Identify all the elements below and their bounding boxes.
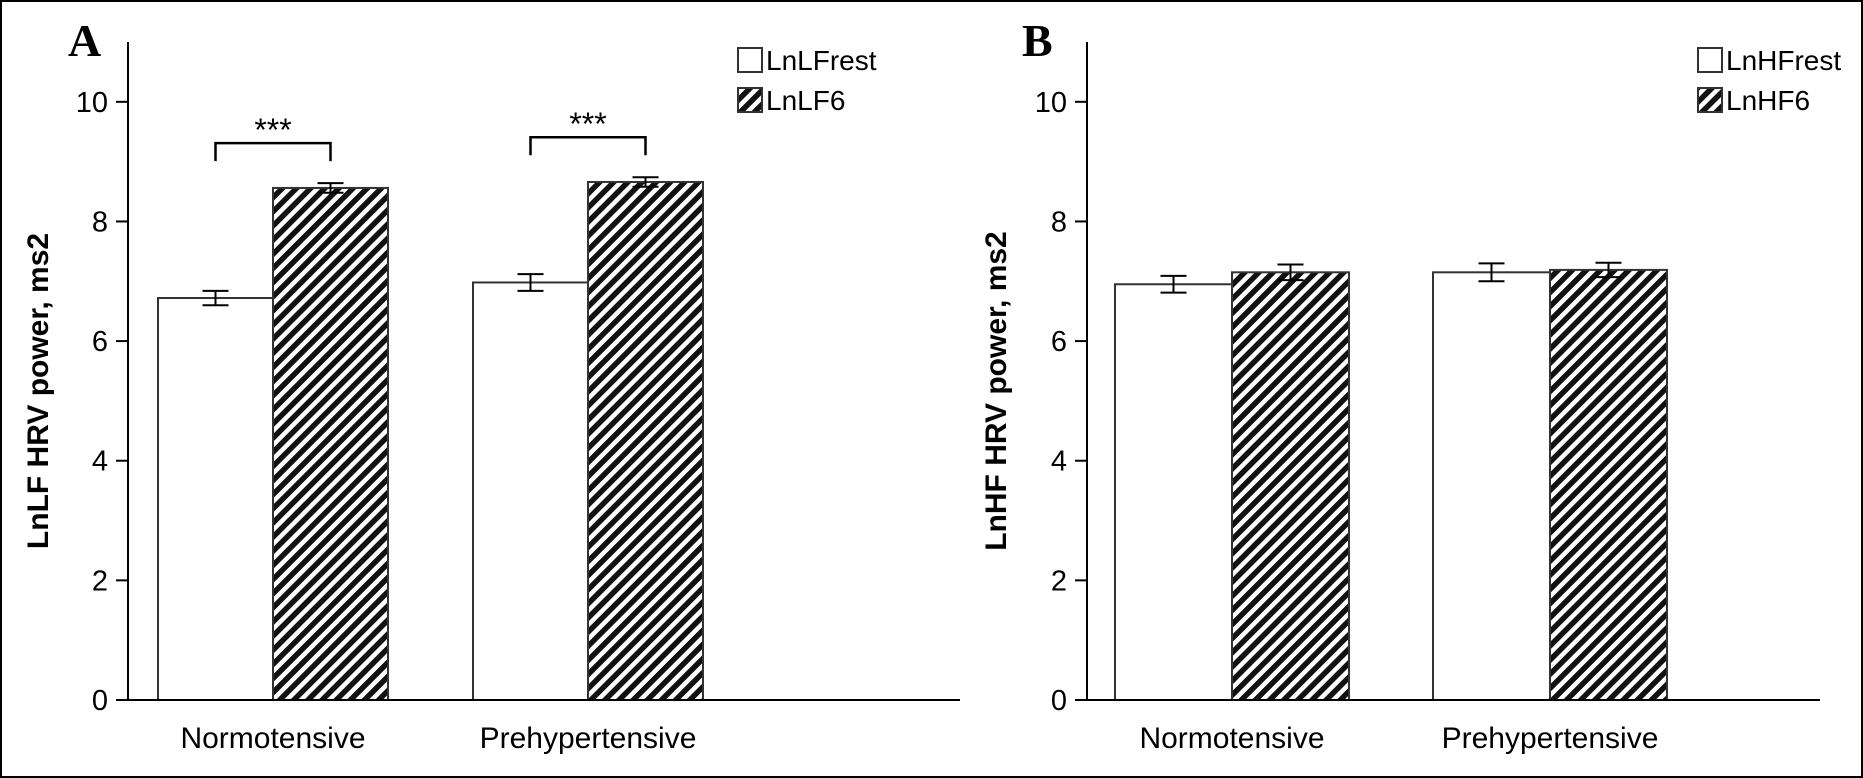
legend-label: LnHF6	[1726, 85, 1810, 116]
y-tick-label: 4	[1051, 446, 1067, 478]
y-tick-label: 4	[92, 446, 108, 478]
legend-swatch	[1697, 47, 1723, 73]
legend-swatch	[737, 87, 763, 113]
significance-label: ***	[254, 112, 291, 148]
y-tick-label: 8	[92, 206, 108, 238]
bar-LnLFrest-Prehypertensive	[472, 281, 589, 701]
legend-swatch	[737, 47, 763, 73]
bar-LnLF6-Normotensive	[272, 186, 389, 701]
legend-label: LnLF6	[766, 85, 845, 116]
panel-b: Normotensive Prehypertensive 0 2 4 6 8 10 LnHF H…	[980, 15, 1841, 755]
bar-LnHF6-Prehypertensive	[1549, 268, 1668, 701]
bar-LnHF6-Normotensive	[1231, 271, 1350, 701]
legend-item: LnHF6	[1697, 85, 1810, 116]
y-tick-label: 0	[92, 685, 108, 717]
y-tick-label: 6	[1051, 326, 1067, 358]
error-bar-LnHF6-Prehypertensive	[1595, 261, 1622, 279]
bar-LnHFrest-Normotensive	[1114, 283, 1233, 701]
legend-item: LnHFrest	[1697, 45, 1841, 76]
error-bar-LnLF6-Normotensive	[317, 182, 344, 194]
y-tick-label: 10	[1035, 87, 1067, 119]
y-axis-label: LnLF HRV power, ms2	[22, 233, 55, 549]
legend-item: LnLF6	[737, 85, 845, 116]
panel-a: Normotensive Prehypertensive *** *** 0 2 4 6 8 10…	[22, 15, 960, 755]
y-tick-label: 0	[1051, 685, 1067, 717]
error-bar-LnHFrest-Prehypertensive	[1478, 262, 1505, 283]
legend: LnHFrest LnHF6	[1697, 45, 1841, 116]
legend-label: LnHFrest	[1726, 45, 1841, 76]
legend: LnLFrest LnLF6	[737, 45, 877, 116]
legend-item: LnLFrest	[737, 45, 877, 76]
panel-label: A	[68, 15, 101, 66]
error-bar-LnLFrest-Normotensive	[202, 289, 229, 307]
y-tick-label: 8	[1051, 206, 1067, 238]
x-tick-label: Prehypertensive	[480, 722, 697, 755]
bar-LnLFrest-Normotensive	[157, 297, 274, 701]
x-tick-label: Normotensive	[1139, 722, 1324, 755]
bar-LnLF6-Prehypertensive	[587, 180, 704, 701]
significance-label: ***	[569, 106, 606, 142]
legend-label: LnLFrest	[766, 45, 877, 76]
significance-bracket	[214, 141, 332, 162]
y-axis-label: LnHF HRV power, ms2	[980, 231, 1013, 551]
error-bar-LnLFrest-Prehypertensive	[517, 273, 544, 292]
y-tick-label: 2	[1051, 565, 1067, 597]
x-tick-label: Prehypertensive	[1442, 722, 1659, 755]
error-bar-LnHF6-Normotensive	[1277, 263, 1304, 282]
y-tick-label: 2	[92, 565, 108, 597]
error-bar-LnHFrest-Normotensive	[1160, 274, 1187, 294]
legend-swatch	[1697, 87, 1723, 113]
bar-LnHFrest-Prehypertensive	[1432, 271, 1551, 701]
y-tick-label: 6	[92, 326, 108, 358]
panel-label: B	[1022, 15, 1053, 66]
significance-bracket	[529, 135, 647, 156]
x-tick-label: Normotensive	[180, 722, 365, 755]
y-tick-label: 10	[76, 87, 108, 119]
error-bar-LnLF6-Prehypertensive	[632, 176, 659, 188]
